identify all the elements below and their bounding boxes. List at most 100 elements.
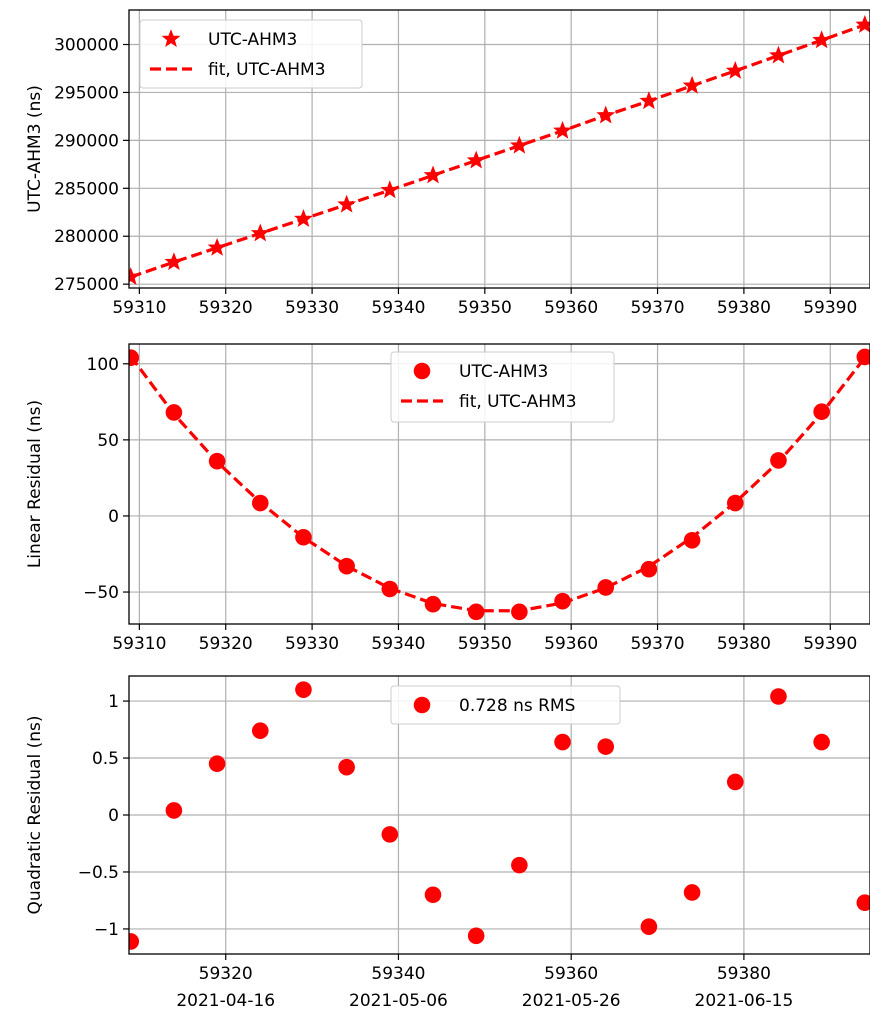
data-point [596,105,616,124]
data-point [380,180,400,199]
x-tick-label: 59390 [803,298,857,318]
data-point [597,579,615,596]
data-point [250,223,270,242]
x-tick-label: 59350 [458,298,512,318]
x-tick-label: 59340 [371,634,425,654]
data-point [338,557,355,575]
data-point [381,580,399,598]
chart-panel-2: 59310 59320 59330 59340 59350 59360 59370 59380… [25,343,870,654]
data-point [726,773,744,791]
data-point [682,75,702,94]
data-point [208,755,226,773]
x-tick-label: 59320 [199,298,253,318]
legend-box [390,351,615,423]
data-point [129,933,140,950]
data-point [423,165,443,184]
legend-marker-swatch [413,696,431,714]
data-point [683,884,701,901]
y-tick-label: 0 [108,507,119,527]
data-point [813,733,830,751]
data-point [251,494,269,512]
data-point [467,603,485,621]
data-point [511,603,528,621]
x-tick-date-label: 2021-06-15 [695,991,794,1011]
legend: 0.728 ns RMS [390,685,621,725]
y-tick-label: −50 [83,583,119,603]
data-point [812,30,832,49]
x-tick-label: 59370 [630,298,684,318]
legend-label: fit, UTC-AHM3 [459,392,577,412]
data-point [511,856,528,874]
y-tick-label: 290000 [54,131,119,151]
data-point [855,14,870,33]
data-point [683,532,701,549]
data-point [381,826,399,843]
plot-area [129,348,870,621]
data-point [338,758,355,776]
data-point [770,688,787,705]
data-point [856,348,870,366]
x-tick-label: 59380 [717,964,771,984]
data-point [554,592,571,610]
data-point [509,135,529,154]
y-tick-label: −1 [94,920,119,940]
y-tick-label: 0 [108,806,119,826]
x-tick-label: 59340 [371,298,425,318]
data-point [597,738,615,755]
fit-line [129,355,867,613]
data-point [165,802,183,819]
y-axis-label: UTC-AHM3 (ns) [25,85,45,213]
x-tick-label: 59340 [371,964,425,984]
x-tick-label: 59380 [717,634,771,654]
x-tick-label: 59360 [544,298,598,318]
x-tick-label: 59320 [199,634,253,654]
data-point [337,194,357,213]
data-point [554,733,571,751]
data-point [251,722,269,739]
data-point [424,595,442,613]
x-tick-date-label: 2021-05-26 [522,991,621,1011]
data-point [466,150,486,169]
data-point [129,267,141,285]
x-tick-label: 59370 [630,634,684,654]
data-point [553,120,572,139]
legend-box [390,685,621,725]
y-tick-label: 285000 [54,179,119,199]
legend-label: UTC-AHM3 [459,362,548,382]
x-tick-label: 59330 [285,298,339,318]
data-point [129,349,140,366]
y-tick-label: 50 [97,431,119,451]
data-point [207,237,227,256]
y-tick-label: 1 [108,692,119,712]
legend-box [139,19,363,89]
data-point [639,91,659,110]
legend: UTC-AHM3 fit, UTC-AHM3 [390,351,615,423]
legend-label: fit, UTC-AHM3 [208,60,326,80]
x-tick-label: 59350 [458,634,512,654]
x-tick-label: 59310 [112,298,166,318]
data-point [640,560,658,578]
y-tick-label: 100 [87,355,119,375]
y-tick-label: 280000 [54,227,119,247]
y-axis-label: Linear Residual (ns) [25,400,45,568]
x-tick-label: 59360 [544,964,598,984]
x-tick-label: 59320 [199,964,253,984]
legend-label: 0.728 ns RMS [459,696,575,716]
data-point [769,45,788,64]
y-tick-label: 295000 [54,83,119,103]
chart-panel-1: 59310 59320 59330 59340 59350 59360 59370 59380… [25,9,870,318]
legend-label: UTC-AHM3 [208,30,297,50]
plot-area [129,681,870,950]
data-point [725,60,745,79]
data-point [164,252,184,271]
data-point [813,403,830,421]
axes-frame [128,343,870,625]
data-point [640,918,658,935]
x-tick-label: 59310 [112,634,166,654]
legend-marker-swatch [413,362,431,380]
data-point [295,681,312,698]
x-tick-date-label: 2021-05-06 [349,991,448,1011]
x-tick-label: 59330 [285,634,339,654]
data-point [208,452,226,470]
